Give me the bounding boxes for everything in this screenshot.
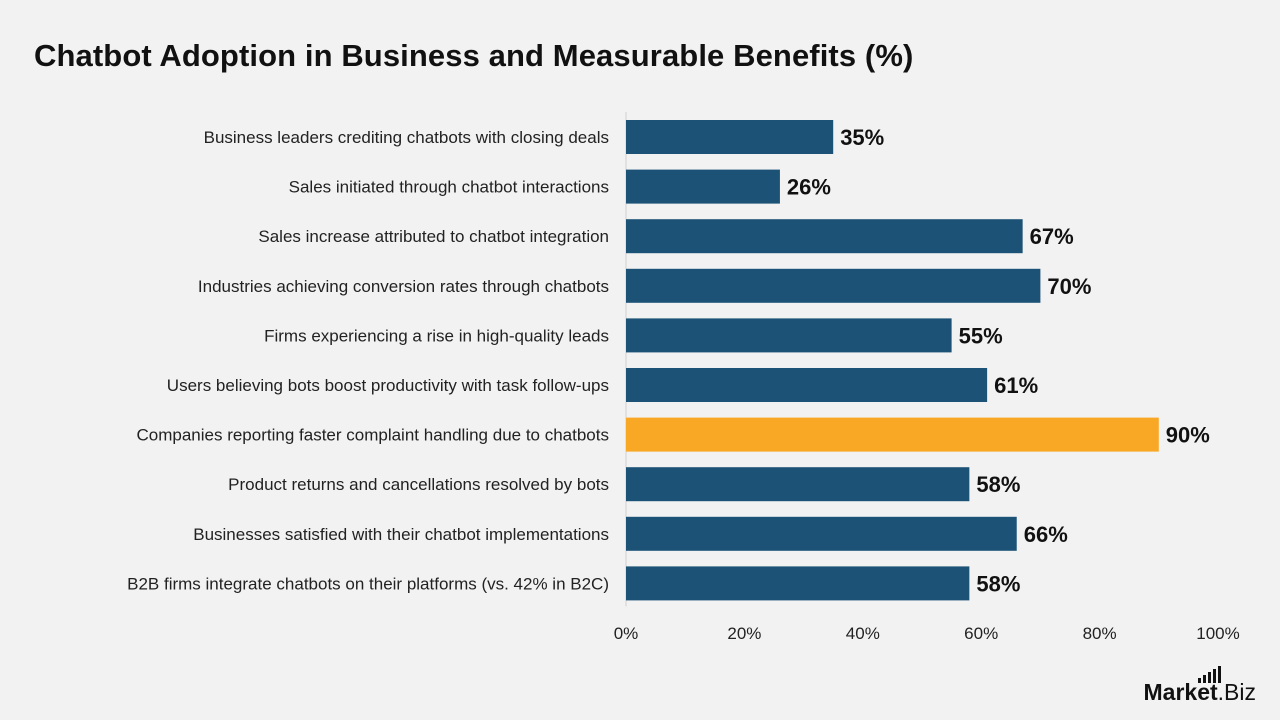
value-label: 26%	[787, 175, 831, 200]
bar	[626, 318, 952, 353]
bar	[626, 566, 970, 601]
category-label: Product returns and cancellations resolv…	[228, 475, 609, 494]
category-label: Users believing bots boost productivity …	[167, 376, 609, 395]
category-label: Industries achieving conversion rates th…	[198, 277, 609, 296]
logo-bars-icon	[1198, 666, 1221, 683]
x-tick-label: 80%	[1083, 624, 1117, 643]
category-label: Businesses satisfied with their chatbot …	[193, 525, 609, 544]
value-label: 35%	[840, 125, 884, 150]
value-label: 61%	[994, 373, 1038, 398]
bar	[626, 516, 1017, 551]
logo-text-biz: .Biz	[1217, 679, 1256, 705]
bar	[626, 169, 780, 204]
bar	[626, 368, 988, 402]
value-label: 90%	[1166, 423, 1210, 448]
logo-text-market: Market	[1143, 679, 1218, 705]
value-label: 66%	[1024, 522, 1068, 547]
category-label: Business leaders crediting chatbots with…	[204, 128, 609, 147]
x-tick-label: 20%	[727, 624, 761, 643]
x-tick-label: 0%	[614, 624, 639, 643]
chart-title: Chatbot Adoption in Business and Measura…	[34, 38, 914, 73]
category-label: Sales initiated through chatbot interact…	[289, 178, 609, 197]
value-label: 55%	[959, 323, 1003, 348]
category-label: Companies reporting faster complaint han…	[136, 426, 609, 445]
value-label: 70%	[1047, 274, 1091, 299]
bar	[626, 219, 1023, 254]
bar	[626, 120, 834, 154]
category-label: Firms experiencing a rise in high-qualit…	[264, 326, 609, 345]
x-tick-label: 40%	[846, 624, 880, 643]
marketbiz-logo: Market .Biz	[1143, 666, 1256, 706]
category-label: Sales increase attributed to chatbot int…	[258, 227, 609, 246]
value-label: 58%	[976, 472, 1020, 497]
value-label: 58%	[976, 571, 1020, 596]
x-tick-label: 60%	[964, 624, 998, 643]
x-tick-label: 100%	[1196, 624, 1239, 643]
bar	[626, 268, 1041, 303]
bar	[626, 417, 1159, 452]
bar	[626, 467, 970, 502]
category-label: B2B firms integrate chatbots on their pl…	[127, 574, 609, 593]
value-label: 67%	[1030, 224, 1074, 249]
